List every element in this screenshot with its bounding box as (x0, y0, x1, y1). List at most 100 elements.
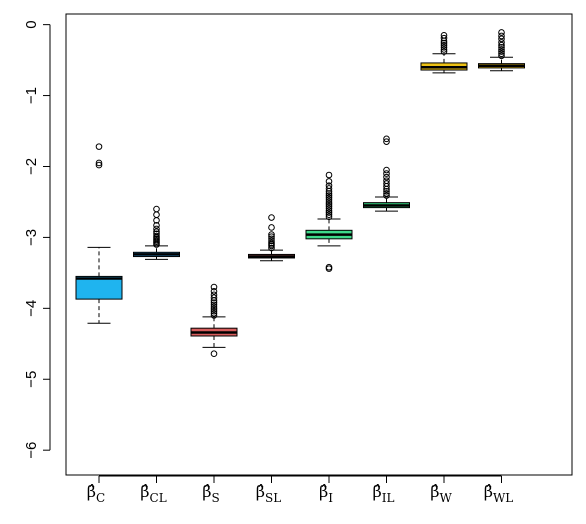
outlier-point (210, 303, 218, 311)
outlier-point (325, 211, 333, 219)
outlier-point (440, 31, 448, 39)
outlier-point (153, 228, 160, 236)
y-tick-label: −3 (23, 229, 40, 246)
outlier-point (440, 44, 448, 51)
outlier-point (498, 50, 505, 58)
y-tick-label: −4 (23, 300, 40, 317)
outlier-point (383, 192, 390, 199)
outlier-point (498, 52, 505, 60)
x-tick-label-wl: β̂WL (484, 482, 514, 505)
outlier-point (268, 224, 275, 231)
outlier-point (210, 294, 218, 301)
y-tick-label: −2 (23, 158, 40, 175)
outlier-point (440, 46, 448, 53)
y-tick-label: 0 (23, 20, 40, 28)
outlier-point (268, 244, 275, 252)
outlier-point (210, 291, 218, 299)
outlier-point (153, 232, 160, 240)
outlier-point (210, 309, 218, 317)
outlier-point (440, 48, 448, 55)
outlier-point (440, 39, 448, 47)
outlier-point (153, 222, 160, 229)
outlier-point (383, 138, 390, 145)
outlier-point (325, 207, 333, 214)
box-group-sl (248, 214, 295, 262)
outlier-point (498, 44, 505, 51)
outlier-point (153, 205, 160, 213)
outlier-point (210, 307, 218, 315)
box-group-c (75, 143, 123, 324)
outlier-point (325, 213, 333, 221)
x-tick-label-sl: β̂SL (256, 482, 281, 505)
outlier-point (440, 41, 448, 49)
outlier-point (383, 166, 390, 174)
outlier-point (325, 198, 333, 206)
outlier-point (153, 211, 160, 219)
outlier-point (325, 202, 333, 210)
outlier-point (153, 225, 160, 233)
outlier-point (210, 312, 218, 319)
outlier-point (383, 135, 390, 143)
outlier-point (383, 180, 390, 187)
outlier-point (383, 177, 390, 184)
outlier-point (383, 173, 390, 181)
outlier-point (498, 35, 505, 43)
outlier-point (325, 196, 333, 204)
x-tick-label-w: β̂W (430, 482, 452, 505)
outlier-point (325, 205, 333, 212)
outlier-point (268, 214, 275, 221)
outlier-point (268, 235, 275, 243)
outlier-point (210, 350, 218, 358)
outlier-point (268, 231, 275, 238)
outlier-point (268, 233, 275, 240)
outlier-point (498, 39, 505, 46)
outlier-point (383, 190, 390, 197)
box-group-cl (133, 205, 180, 260)
outlier-point (498, 41, 505, 49)
outlier-point (325, 194, 333, 201)
box-group-wl (478, 29, 525, 72)
outlier-point (95, 159, 103, 167)
outlier-point (210, 305, 218, 313)
outlier-point (210, 301, 218, 309)
outlier-point (325, 200, 333, 208)
x-tick-label-i: β̂I (319, 482, 333, 505)
x-tick-label-il: β̂IL (373, 482, 395, 505)
y-tick-label: −6 (23, 442, 40, 459)
box-group-il (363, 135, 410, 212)
outlier-point (498, 46, 505, 53)
outlier-point (325, 209, 333, 216)
outlier-point (268, 237, 275, 245)
outlier-point (325, 182, 333, 189)
outlier-point (325, 171, 333, 179)
box-group-i (305, 171, 353, 272)
outlier-point (498, 29, 505, 36)
x-tick-label-c: β̂C (87, 482, 105, 505)
outlier-point (325, 192, 333, 199)
x-tick-label-s: β̂S (202, 482, 219, 505)
outlier-point (383, 170, 390, 177)
y-tick-label: −1 (23, 87, 40, 104)
outlier-point (383, 188, 390, 195)
outlier-point (325, 178, 333, 185)
outlier-point (325, 185, 333, 192)
outlier-point (210, 283, 218, 291)
outlier-point (95, 161, 103, 169)
outlier-point (95, 143, 103, 150)
box-group-s (190, 283, 238, 358)
outlier-point (153, 230, 160, 238)
outlier-point (498, 48, 505, 55)
x-tick-label-cl: β̂CL (140, 482, 166, 505)
box (75, 275, 123, 300)
outlier-point (498, 32, 505, 40)
y-tick-label: −5 (23, 371, 40, 388)
outlier-point (325, 190, 333, 197)
outlier-point (210, 288, 218, 295)
outlier-point (268, 239, 275, 247)
outlier-point (210, 299, 218, 306)
plot-border (65, 13, 573, 476)
outlier-point (325, 265, 333, 272)
box-group-w (420, 31, 468, 74)
outlier-point (440, 34, 448, 42)
